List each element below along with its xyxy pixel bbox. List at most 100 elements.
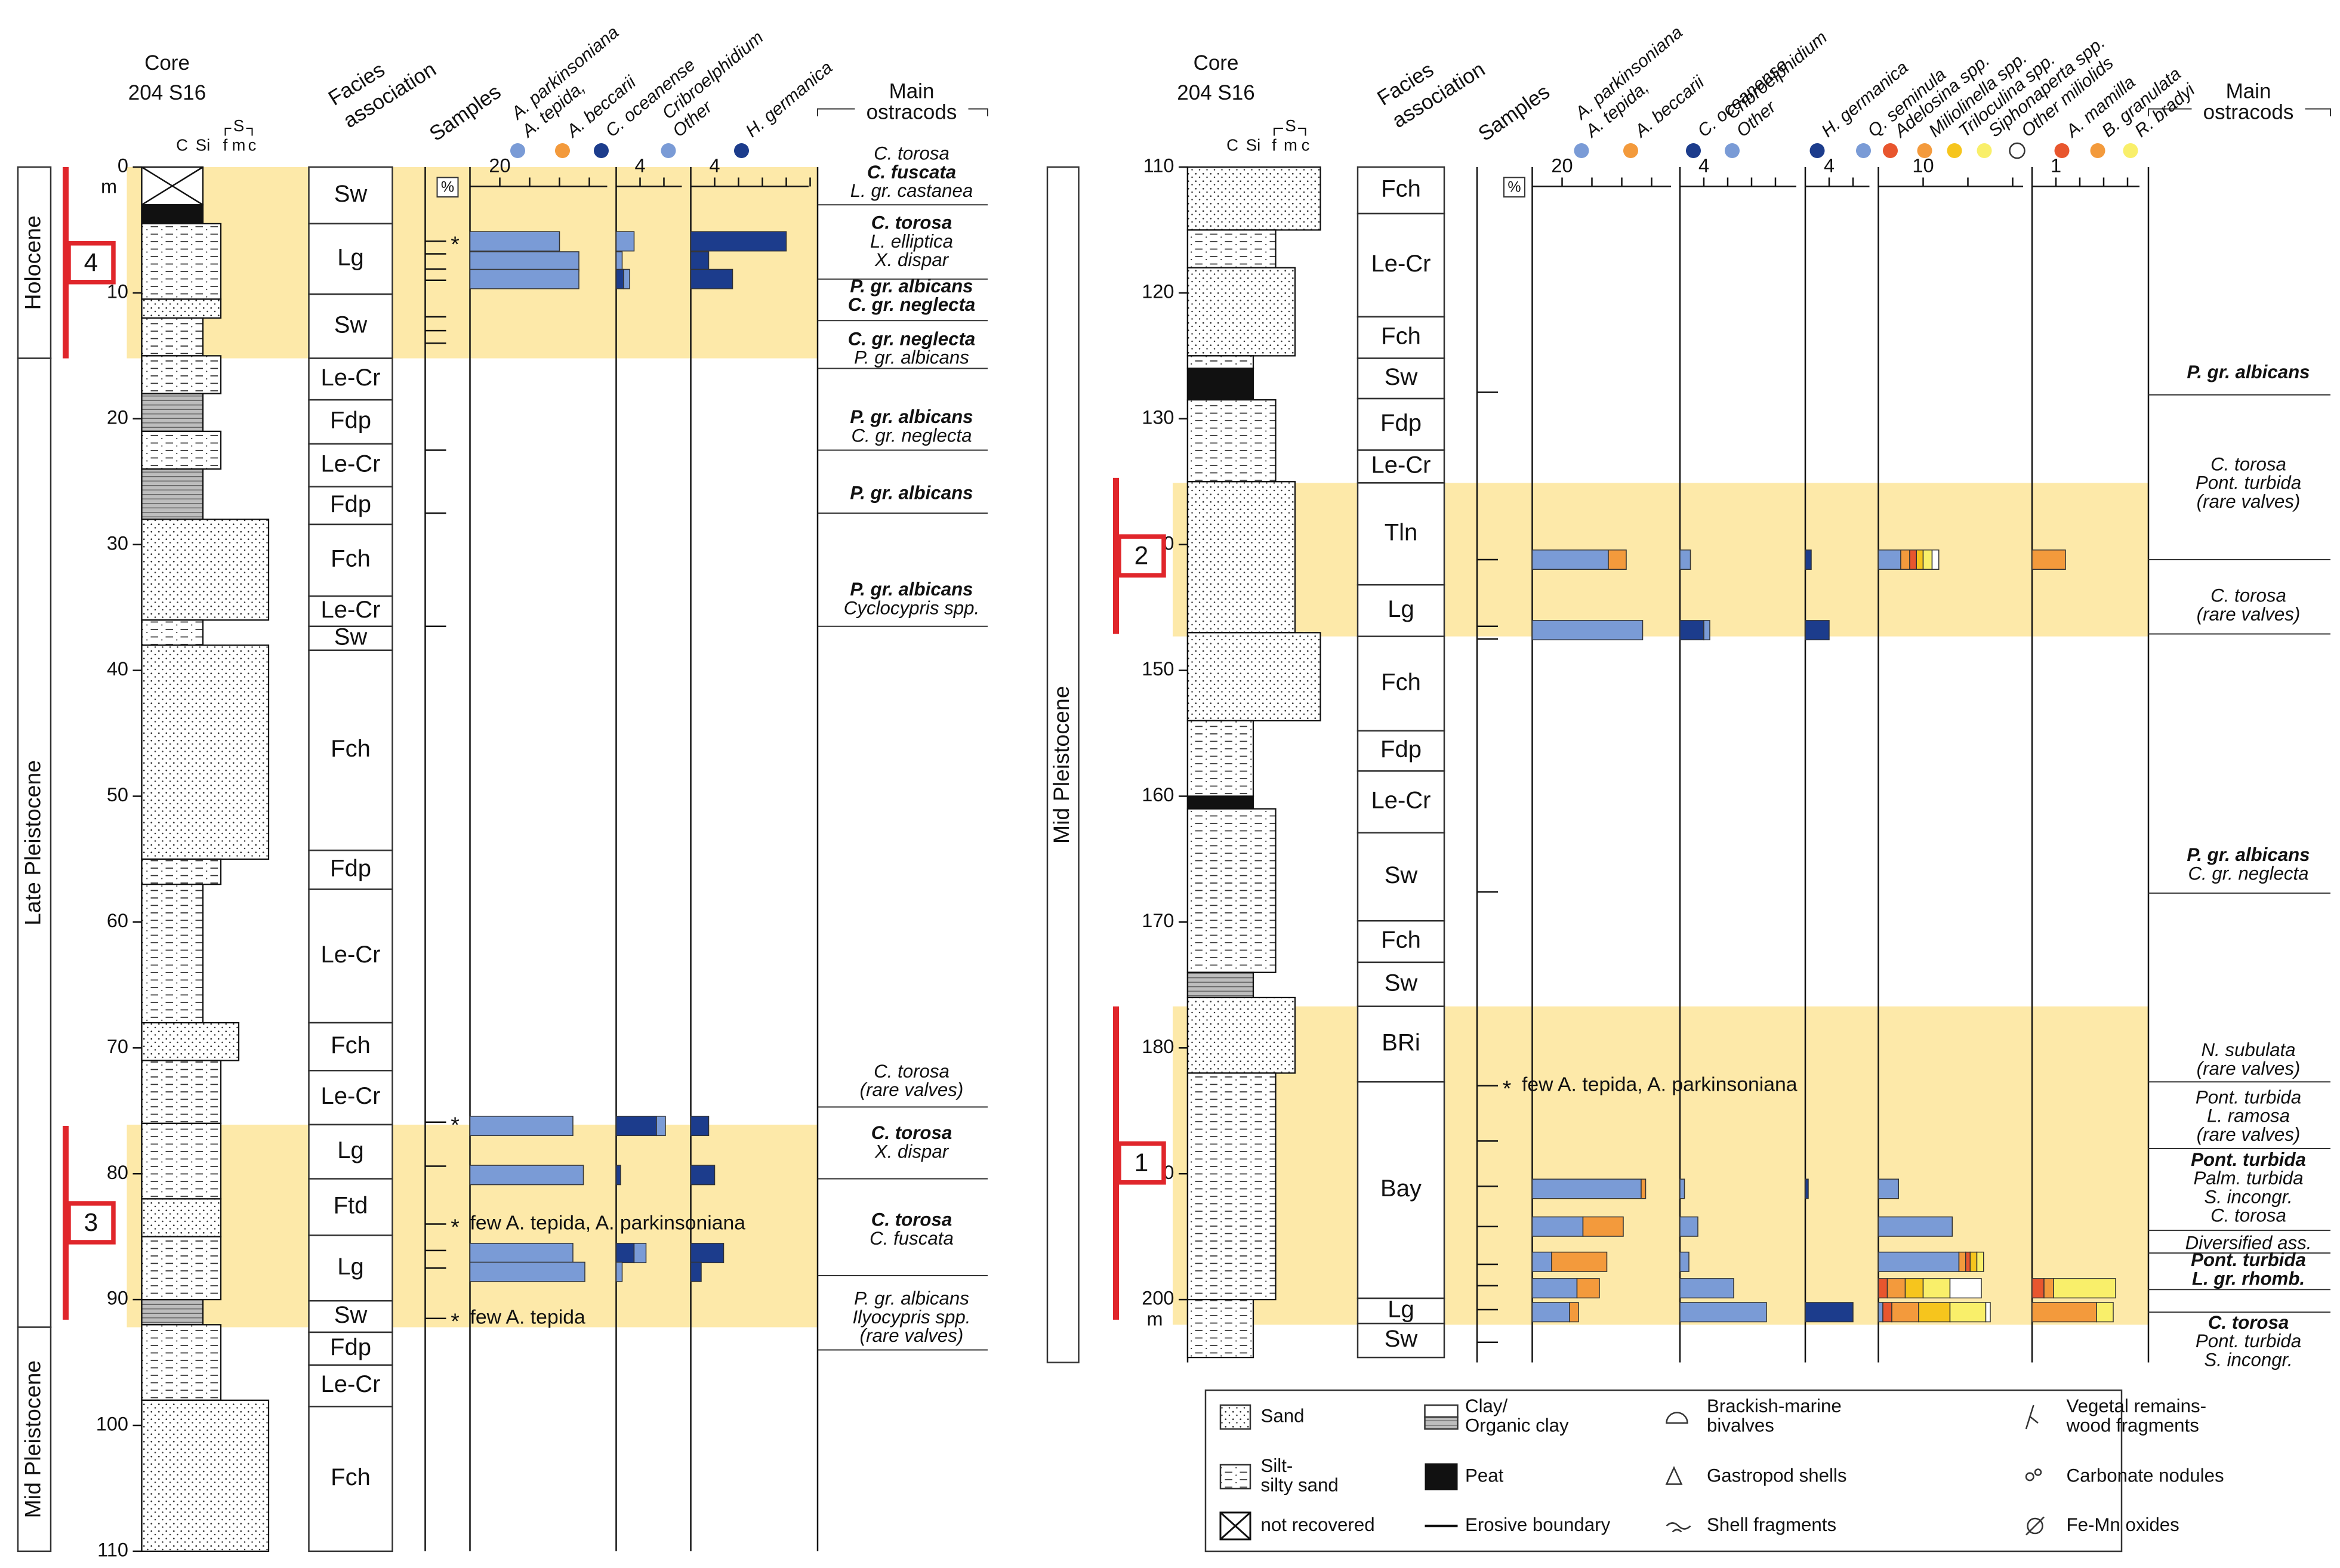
lithology-bed bbox=[1186, 632, 1321, 722]
lithology-bed bbox=[1186, 720, 1254, 797]
legend-label: Vegetal remains- bbox=[2067, 1396, 2207, 1416]
taxon-dot bbox=[2054, 143, 2070, 159]
taxon-dot bbox=[510, 143, 525, 159]
abundance-bar bbox=[1679, 620, 1704, 641]
lithology-bed bbox=[141, 1198, 222, 1237]
ostracod-name: L. ramosa bbox=[2207, 1106, 2290, 1126]
facies-label: Bay bbox=[1380, 1175, 1422, 1202]
lithology-bed bbox=[1186, 996, 1296, 1074]
abundance-bar bbox=[1958, 1251, 1966, 1272]
abundance-bar bbox=[1679, 550, 1691, 570]
legend-icon bbox=[1424, 1416, 1459, 1430]
legend-label: Fe-Mn oxides bbox=[2067, 1514, 2179, 1535]
abundance-bar bbox=[1679, 1178, 1685, 1199]
abundance-bar bbox=[1976, 1251, 1984, 1272]
legend-icon bbox=[2025, 1516, 2045, 1536]
legend-label: Erosive boundary bbox=[1465, 1514, 1611, 1535]
abundance-bar bbox=[1918, 1302, 1951, 1323]
facies-box bbox=[1356, 920, 1445, 964]
abundance-bar bbox=[1891, 1302, 1919, 1323]
legend-icon bbox=[1666, 1412, 1688, 1424]
core-title: 204 S16 bbox=[128, 81, 206, 104]
facies-label: Sw bbox=[1385, 364, 1418, 390]
ostracod-name: C. torosa bbox=[2210, 1205, 2286, 1226]
scale-label: 20 bbox=[489, 155, 510, 177]
abundance-bar bbox=[1531, 1302, 1570, 1323]
facies-box bbox=[308, 166, 393, 225]
depth-tick-label: 80 bbox=[107, 1162, 128, 1183]
abundance-bar bbox=[1569, 1302, 1579, 1323]
lithology-bed bbox=[141, 298, 222, 319]
abundance-bar bbox=[1931, 550, 1940, 570]
abundance-bar bbox=[469, 251, 579, 272]
abundance-bar bbox=[615, 231, 635, 252]
sample-star: * bbox=[451, 1308, 460, 1334]
ostracod-name: C. torosa bbox=[871, 1122, 952, 1143]
ostracods-header: Main bbox=[2226, 79, 2271, 103]
abundance-bar bbox=[1922, 550, 1933, 570]
abundance-bar bbox=[615, 251, 623, 272]
grain-class: m bbox=[1284, 135, 1297, 154]
abundance-bar bbox=[1679, 1302, 1767, 1323]
facies-label: Sw bbox=[334, 1302, 368, 1328]
facies-label: Le-Cr bbox=[320, 597, 380, 623]
legend-box bbox=[1204, 1389, 2123, 1552]
abundance-bar bbox=[656, 1116, 666, 1137]
period-box bbox=[17, 1326, 52, 1552]
unit-band bbox=[1173, 483, 2148, 637]
facies-label: Lg bbox=[337, 1254, 364, 1280]
ostracod-name: S. incongr. bbox=[2204, 1349, 2292, 1370]
legend-label: silty sand bbox=[1261, 1475, 1339, 1496]
ostracod-name: L. elliptica bbox=[870, 231, 953, 252]
abundance-bar bbox=[469, 268, 579, 289]
ostracod-name: C. torosa bbox=[871, 1209, 952, 1230]
abundance-bar bbox=[469, 1165, 584, 1186]
abundance-bar bbox=[1805, 620, 1830, 641]
facies-box bbox=[308, 649, 393, 851]
abundance-bar bbox=[2031, 1278, 2045, 1299]
facies-box bbox=[308, 357, 393, 401]
ostracod-name: Pont. turbida bbox=[2191, 1149, 2306, 1170]
abundance-bar bbox=[2043, 1278, 2054, 1299]
abundance-bar bbox=[469, 1243, 574, 1264]
taxon-dot bbox=[1686, 143, 1701, 159]
sample-star: * bbox=[451, 1112, 460, 1137]
unit-box bbox=[66, 241, 116, 285]
lithology-bed bbox=[1186, 1298, 1254, 1359]
lithology-bed bbox=[141, 858, 222, 885]
ostracod-name: X. dispar bbox=[874, 249, 949, 270]
ostracod-name: C. torosa bbox=[874, 143, 949, 164]
facies-label: Fch bbox=[1381, 323, 1421, 349]
abundance-bar bbox=[1531, 1178, 1642, 1199]
lithology-bed bbox=[1186, 368, 1254, 401]
taxon-dot bbox=[734, 143, 749, 159]
abundance-bar bbox=[1949, 1278, 1982, 1299]
facies-label: Fch bbox=[331, 736, 371, 762]
facies-label: Fch bbox=[331, 1464, 371, 1490]
facies-box bbox=[1356, 832, 1445, 922]
ostracod-name: Pont. turbida bbox=[2196, 473, 2301, 493]
abundance-bar bbox=[615, 1165, 621, 1186]
facies-label: Sw bbox=[1385, 862, 1418, 888]
scale-label: 4 bbox=[634, 155, 645, 177]
taxon-dot bbox=[661, 143, 676, 159]
facies-box bbox=[308, 625, 393, 652]
unit-box bbox=[66, 1201, 116, 1245]
grain-class: f bbox=[1272, 135, 1277, 154]
abundance-bar bbox=[690, 1243, 724, 1264]
abundance-bar bbox=[1916, 550, 1924, 570]
ostracod-name: L. gr. rhomb. bbox=[2192, 1268, 2305, 1289]
facies-box bbox=[308, 523, 393, 597]
facies-label: Le-Cr bbox=[320, 450, 380, 477]
facies-box bbox=[308, 1300, 393, 1334]
abundance-bar bbox=[690, 1261, 702, 1282]
abundance-bar bbox=[1679, 1216, 1698, 1237]
sample-star: * bbox=[451, 232, 460, 257]
ostracod-name: (rare valves) bbox=[2197, 1058, 2301, 1079]
legend-label: Sand bbox=[1261, 1405, 1305, 1426]
lithology-bed bbox=[141, 430, 222, 470]
facies-box bbox=[308, 1178, 393, 1236]
abundance-bar bbox=[1531, 1278, 1578, 1299]
scale-label: 10 bbox=[1912, 155, 1934, 177]
